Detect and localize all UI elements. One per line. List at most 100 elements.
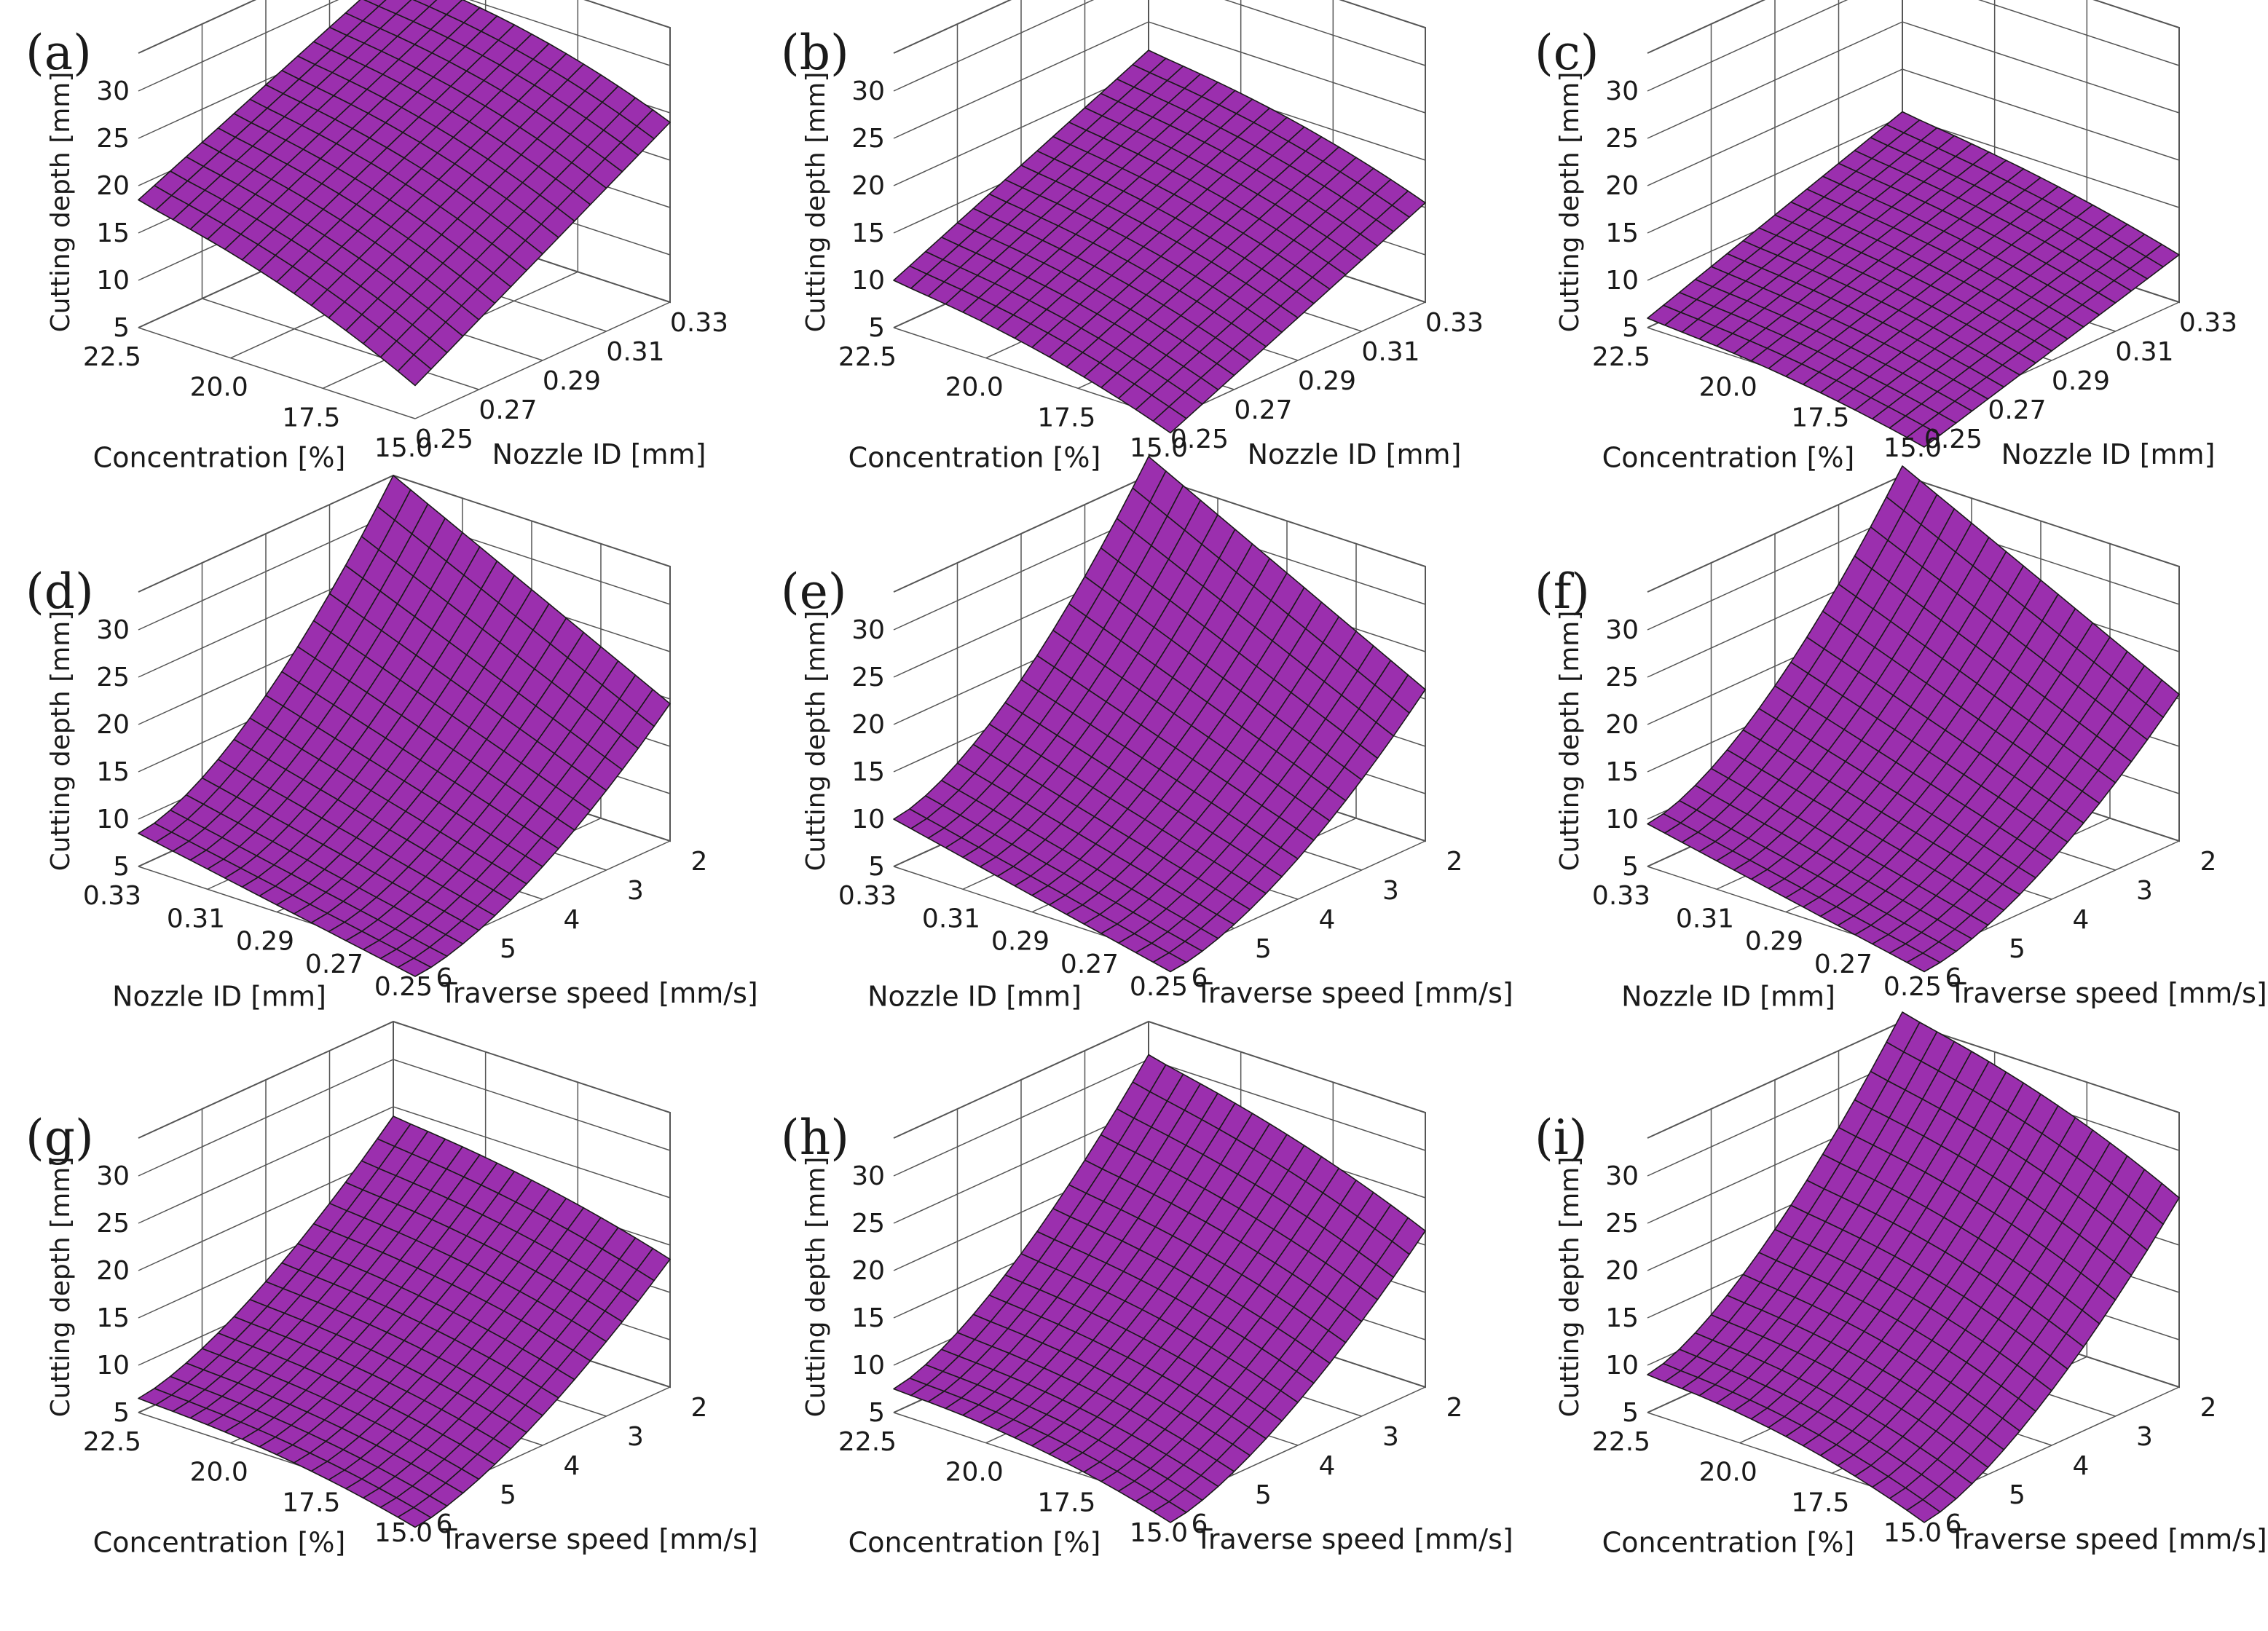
z-tick-label: 10 <box>851 266 885 296</box>
z-tick-label: 15 <box>1605 757 1639 787</box>
z-tick-label: 25 <box>851 663 885 692</box>
x-tick-label: 17.5 <box>1037 1488 1095 1517</box>
y-tick-label: 0.31 <box>606 337 664 367</box>
y-tick-label: 5 <box>500 1480 516 1510</box>
x-tick-label: 22.5 <box>1592 1427 1650 1457</box>
z-tick-label: 20 <box>851 710 885 740</box>
z-tick-label: 10 <box>1605 266 1639 296</box>
z-tick-label: 25 <box>1605 1209 1639 1239</box>
tick-labels: 5 10 15 20 25 30 22.5 20.0 17.5 15.0 6 5 4 3 2 <box>83 1161 708 1548</box>
y-tick-label: 4 <box>564 905 580 935</box>
panel-3: 5 10 15 20 25 30 0.33 0.31 0.29 0.27 0.25 6 5 4 3 2 Cutt… <box>25 474 758 1012</box>
x-tick-label: 0.25 <box>1883 972 1942 1002</box>
x-tick-label: 15.0 <box>374 433 433 463</box>
z-tick-label: 30 <box>96 1161 130 1191</box>
surface-cell <box>1152 406 1187 434</box>
z-tick-label: 15 <box>1605 218 1639 248</box>
panel-0: 5101520253022.520.017.515.00.250.270.290… <box>25 0 728 473</box>
z-tick-label: 30 <box>851 615 885 645</box>
panel-label: (b) <box>781 25 849 81</box>
z-tick-label: 20 <box>1605 710 1639 740</box>
surface <box>893 456 1426 973</box>
z-tick-label: 5 <box>113 1398 130 1428</box>
z-tick-label: 10 <box>851 805 885 834</box>
x-tick-label: 22.5 <box>838 1427 897 1457</box>
y-axis-label: Traverse speed [mm/s] <box>439 977 757 1009</box>
z-tick-label: 30 <box>96 615 130 645</box>
z-tick-label: 10 <box>851 1351 885 1381</box>
surface-cell <box>1906 424 1941 448</box>
y-tick-label: 3 <box>2136 1422 2153 1452</box>
z-tick-label: 30 <box>1605 76 1639 106</box>
y-axis-label: Nozzle ID [mm] <box>2001 438 2216 470</box>
y-tick-label: 4 <box>1319 1451 1336 1481</box>
z-tick-label: 30 <box>96 76 130 106</box>
z-axis-label: Cutting depth [mm] <box>1555 1157 1585 1418</box>
surface-cell <box>397 957 432 977</box>
y-tick-label: 3 <box>1382 1422 1399 1452</box>
surface-cell <box>1152 1501 1187 1523</box>
y-tick-label: 0.31 <box>2115 337 2173 367</box>
surface-cell <box>1906 1498 1941 1523</box>
y-tick-label: 5 <box>2009 934 2025 964</box>
y-axis-label: Traverse speed [mm/s] <box>439 1523 757 1555</box>
tick-labels: 5 10 15 20 25 30 0.33 0.31 0.29 0.27 0.25 6 5 4 3 2 <box>83 615 708 1002</box>
z-tick-label: 30 <box>851 1161 885 1191</box>
z-tick-label: 25 <box>1605 124 1639 154</box>
z-tick-label: 20 <box>96 710 130 740</box>
x-axis-label: Concentration [%] <box>93 441 346 473</box>
x-tick-label: 15.0 <box>1130 433 1188 463</box>
z-tick-label: 25 <box>851 124 885 154</box>
z-tick-label: 25 <box>96 124 130 154</box>
panel-2: 5101520253022.520.017.515.00.250.270.290… <box>1535 0 2237 473</box>
grid-line <box>1647 21 2180 139</box>
tick-labels: 5101520253022.520.017.515.00.250.270.290… <box>83 76 728 463</box>
y-tick-label: 3 <box>2136 876 2153 906</box>
x-axis-label: Nozzle ID [mm] <box>867 980 1082 1012</box>
panel-label: (i) <box>1535 1110 1588 1166</box>
y-tick-label: 4 <box>564 1451 580 1481</box>
y-tick-label: 5 <box>2009 1480 2025 1510</box>
y-tick-label: 6 <box>436 963 453 993</box>
x-axis-label: Concentration [%] <box>848 1526 1101 1558</box>
surface <box>1647 465 2180 973</box>
x-tick-label: 0.31 <box>1676 904 1734 933</box>
y-tick-label: 5 <box>1255 934 1272 964</box>
z-axis-label: Cutting depth [mm] <box>801 611 831 872</box>
x-tick-label: 17.5 <box>1791 403 1849 433</box>
x-tick-label: 0.27 <box>1060 949 1119 979</box>
z-tick-label: 30 <box>1605 1161 1639 1191</box>
z-tick-label: 30 <box>851 76 885 106</box>
z-axis-label: Cutting depth [mm] <box>46 1157 76 1418</box>
y-tick-label: 3 <box>627 1422 644 1452</box>
x-tick-label: 0.29 <box>236 927 294 957</box>
y-tick-label: 2 <box>1446 847 1463 877</box>
z-tick-label: 10 <box>96 805 130 834</box>
z-tick-label: 15 <box>851 757 885 787</box>
y-tick-label: 6 <box>1192 1509 1208 1539</box>
y-tick-label: 5 <box>1255 1480 1272 1510</box>
panel-label: (d) <box>25 564 94 620</box>
z-tick-label: 25 <box>96 1209 130 1239</box>
tick-labels: 5 10 15 20 25 30 22.5 20.0 17.5 15.0 6 5 4 3 2 <box>1592 1161 2217 1548</box>
x-tick-label: 0.33 <box>83 881 141 911</box>
x-axis-label: Concentration [%] <box>1602 441 1855 473</box>
y-tick-label: 3 <box>627 876 644 906</box>
x-tick-label: 20.0 <box>1699 373 1757 403</box>
y-tick-label: 0.29 <box>543 366 601 396</box>
y-tick-label: 4 <box>2073 905 2090 935</box>
x-tick-label: 17.5 <box>282 1488 340 1517</box>
z-tick-label: 15 <box>851 218 885 248</box>
z-tick-label: 5 <box>1622 313 1639 343</box>
y-tick-label: 2 <box>1446 1393 1463 1423</box>
z-tick-label: 5 <box>1622 1398 1639 1428</box>
y-axis-label: Nozzle ID [mm] <box>492 438 706 470</box>
x-tick-label: 22.5 <box>83 1427 141 1457</box>
z-axis-label: Cutting depth [mm] <box>1555 72 1585 333</box>
z-axis-label: Cutting depth [mm] <box>46 611 76 872</box>
panel-8: 5 10 15 20 25 30 22.5 20.0 17.5 15.0 6 5 4 3 2 Cutting … <box>1535 1011 2267 1558</box>
panel-label: (e) <box>781 564 847 620</box>
y-tick-label: 6 <box>1945 1509 1962 1539</box>
panel-6: 5 10 15 20 25 30 22.5 20.0 17.5 15.0 6 5 4 3 2 Cutting … <box>25 1020 758 1558</box>
